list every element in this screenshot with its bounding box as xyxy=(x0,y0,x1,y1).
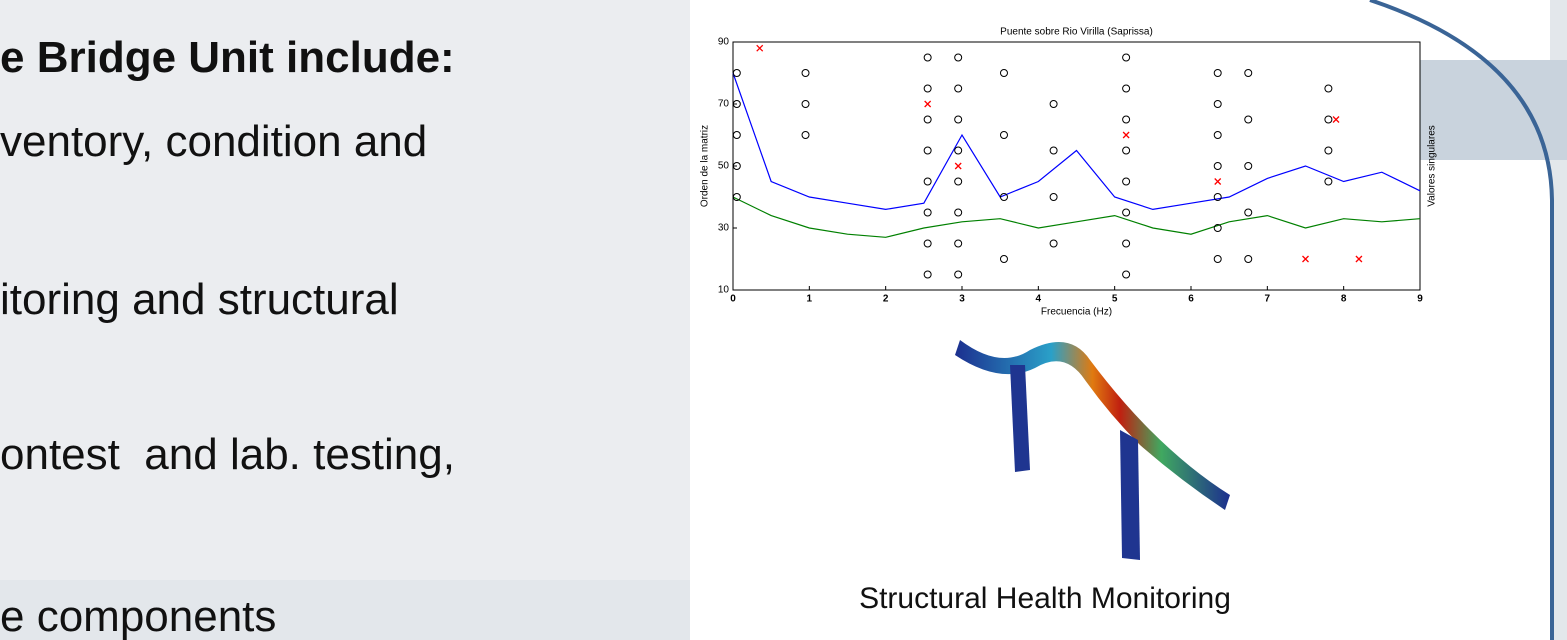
x-axis-label: Frecuencia (Hz) xyxy=(1041,307,1112,318)
chart: Structural Health Monitoring Puente sobr… xyxy=(0,0,1567,640)
y-tick-label: 90 xyxy=(718,37,730,48)
chart-title: Puente sobre Rio Virilla (Saprissa) xyxy=(1000,27,1153,38)
x-tick-label: 9 xyxy=(1417,294,1423,305)
x-tick-label: 6 xyxy=(1188,294,1194,305)
y-tick-label: 30 xyxy=(718,223,730,234)
x-tick-label: 1 xyxy=(807,294,813,305)
y2-axis-label: Valores singulares xyxy=(1427,125,1438,207)
y-axis-label: Orden de la matriz xyxy=(700,125,711,207)
x-tick-label: 8 xyxy=(1341,294,1347,305)
caption: Structural Health Monitoring xyxy=(859,582,1231,615)
x-tick-label: 3 xyxy=(959,294,965,305)
y-tick-label: 50 xyxy=(718,161,730,172)
x-tick-label: 4 xyxy=(1036,294,1042,305)
y-tick-label: 10 xyxy=(718,285,730,296)
plot-area xyxy=(733,42,1420,290)
slide: e Bridge Unit include: ventory, conditio… xyxy=(0,0,1567,640)
x-tick-label: 5 xyxy=(1112,294,1118,305)
x-tick-label: 7 xyxy=(1265,294,1271,305)
x-tick-label: 2 xyxy=(883,294,889,305)
y-tick-label: 70 xyxy=(718,99,730,110)
x-tick-label: 0 xyxy=(730,294,736,305)
fe-model xyxy=(955,340,1230,560)
